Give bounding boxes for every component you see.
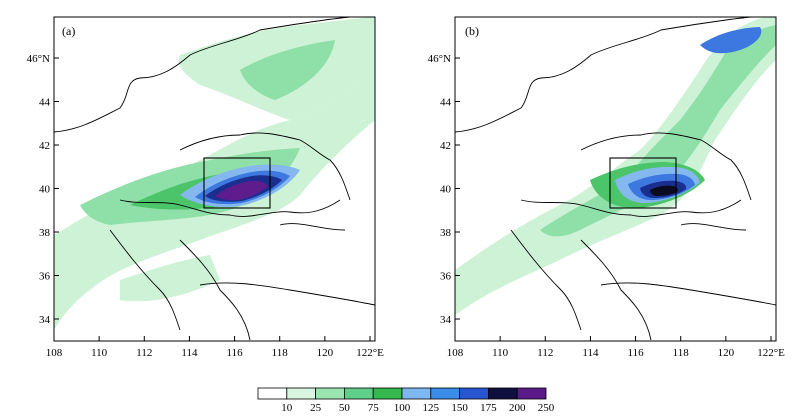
- colorbar-label-7: 175: [480, 402, 497, 414]
- colorbar-label-8: 200: [509, 402, 526, 414]
- colorbar: 10 25 50 75 100 125 150 175 200 250: [257, 387, 555, 414]
- y-tick-label-b-6: 46°N: [428, 53, 451, 65]
- colorbar-swatch-6: [430, 387, 460, 400]
- precip-field-a: [54, 17, 375, 330]
- colorbar-label-9: 250: [538, 402, 555, 414]
- x-tick-label-a-3: 114: [181, 347, 198, 359]
- y-tick-label-a-3: 40: [39, 184, 51, 196]
- x-tick-label-a-5: 118: [272, 347, 289, 359]
- colorbar-swatch-5: [401, 387, 432, 400]
- colorbar-swatch-0: [257, 387, 288, 400]
- x-tick-label-a-1: 110: [91, 347, 108, 359]
- colorbar-label-3: 75: [368, 402, 380, 414]
- panel-label-a: (a): [62, 24, 75, 38]
- panel-a: (a) 108 110 112 114 116 118 120 122°E 34 36 38 40 42…: [27, 16, 384, 359]
- x-tick-label-b-3: 114: [582, 347, 599, 359]
- x-tick-label-b-7: 122°E: [757, 347, 785, 359]
- colorbar-swatch-9: [516, 387, 547, 400]
- focus-box-b: [609, 157, 677, 209]
- y-tick-label-b-0: 34: [440, 314, 452, 326]
- colorbar-swatch-4: [372, 387, 403, 400]
- x-tick-label-b-0: 108: [447, 347, 464, 359]
- colorbar-swatch-3: [343, 387, 374, 400]
- y-tick-label-b-4: 42: [440, 140, 451, 152]
- x-tick-label-b-6: 120: [718, 347, 735, 359]
- boundaries-a: [53, 16, 376, 341]
- x-tick-label-a-2: 112: [136, 347, 152, 359]
- axis-ticks-b: 108 110 112 114 116 118 120 122°E 34 36 38 40 42 44 46…: [428, 53, 785, 359]
- colorbar-label-5: 125: [423, 402, 440, 414]
- focus-box-a: [203, 157, 271, 209]
- colorbar-swatch-7: [459, 387, 489, 400]
- panel-label-b: (b): [465, 24, 479, 38]
- x-tick-label-b-4: 116: [628, 347, 645, 359]
- panel-b: (b) 108 110 112 114 116 118 120 122°E 34 36 38 40 42…: [428, 16, 785, 359]
- colorbar-swatch-1: [286, 387, 316, 400]
- plot-frame-a: [53, 16, 376, 342]
- colorbar-swatch-2: [315, 387, 345, 400]
- plot-frame-b: [454, 16, 777, 342]
- colorbar-swatch-8: [487, 387, 518, 400]
- colorbar-label-6: 150: [451, 402, 468, 414]
- y-tick-label-a-2: 38: [39, 227, 51, 239]
- x-tick-label-b-1: 110: [492, 347, 509, 359]
- y-tick-label-b-2: 38: [440, 227, 452, 239]
- x-tick-label-a-0: 108: [46, 347, 63, 359]
- colorbar-label-1: 25: [310, 402, 322, 414]
- x-tick-label-a-6: 120: [317, 347, 334, 359]
- colorbar-label-0: 10: [281, 402, 293, 414]
- colorbar-label-4: 100: [394, 402, 411, 414]
- x-tick-label-a-7: 122°E: [356, 347, 384, 359]
- y-tick-label-b-1: 36: [440, 271, 452, 283]
- y-tick-label-a-1: 36: [39, 271, 51, 283]
- y-tick-label-a-6: 46°N: [27, 53, 50, 65]
- colorbar-label-2: 50: [339, 402, 351, 414]
- y-tick-label-a-0: 34: [39, 314, 51, 326]
- y-tick-label-b-3: 40: [440, 184, 452, 196]
- x-tick-label-b-2: 112: [537, 347, 553, 359]
- boundaries-b: [454, 16, 777, 341]
- y-tick-label-a-5: 44: [39, 97, 51, 109]
- x-tick-label-a-4: 116: [227, 347, 244, 359]
- y-tick-label-a-4: 42: [39, 140, 50, 152]
- x-tick-label-b-5: 118: [673, 347, 690, 359]
- axis-ticks-a: 108 110 112 114 116 118 120 122°E 34 36 38 40 42 44 46…: [27, 53, 384, 359]
- y-tick-label-b-5: 44: [440, 97, 452, 109]
